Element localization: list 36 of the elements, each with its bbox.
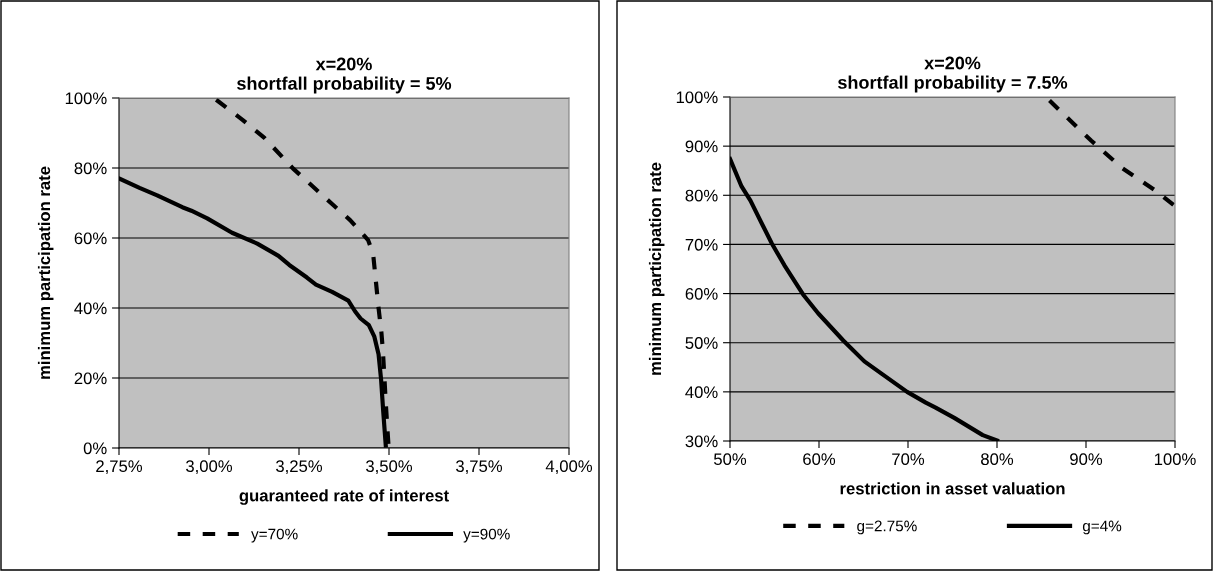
x-tick-label: 50% (713, 453, 747, 466)
chart-title: x=20% shortfall probability = 5% (237, 57, 452, 94)
x-axis-title: guaranteed rate of interest (239, 489, 449, 505)
legend-label: g=4% (1082, 520, 1122, 535)
y-tick-label: 0% (83, 442, 107, 455)
y-axis-title: minimum participation rate (37, 166, 54, 379)
x-tick-label: 3,00% (186, 460, 233, 475)
x-tick-label: 2,75% (96, 460, 143, 475)
y-tick-label: 60% (74, 232, 107, 245)
y-tick-label: 100% (65, 92, 107, 105)
y-tick-label: 90% (685, 140, 718, 153)
x-tick-label: 3,50% (366, 460, 413, 475)
x-tick-label: 3,75% (456, 460, 503, 475)
y-tick-label: 30% (685, 435, 718, 448)
x-tick-label: 70% (892, 453, 925, 466)
x-tick-label: 90% (1070, 453, 1103, 466)
y-tick-label: 80% (685, 189, 718, 202)
y-tick-label: 40% (74, 302, 107, 315)
x-axis-title: restriction in asset valuation (840, 482, 1065, 495)
x-tick-label: 60% (803, 453, 836, 466)
chart-title: x=20% shortfall probability = 7.5% (838, 56, 1068, 93)
y-tick-label: 50% (685, 337, 718, 349)
x-tick-label: 100% (1154, 453, 1196, 466)
y-tick-label: 20% (74, 372, 107, 385)
legend-label: y=90% (463, 528, 510, 543)
x-tick-label: 80% (981, 453, 1014, 466)
y-axis-title: minimum participation rate (648, 162, 665, 375)
y-tick-label: 40% (685, 386, 718, 399)
x-tick-label: 3,25% (276, 460, 323, 475)
legend-label: y=70% (251, 528, 298, 543)
legend-label: g=2.75% (857, 520, 917, 535)
x-tick-label: 4,00% (545, 460, 593, 475)
y-tick-label: 70% (685, 238, 718, 251)
y-tick-label: 60% (685, 287, 718, 300)
y-tick-label: 80% (74, 162, 107, 175)
y-tick-label: 100% (676, 91, 718, 104)
